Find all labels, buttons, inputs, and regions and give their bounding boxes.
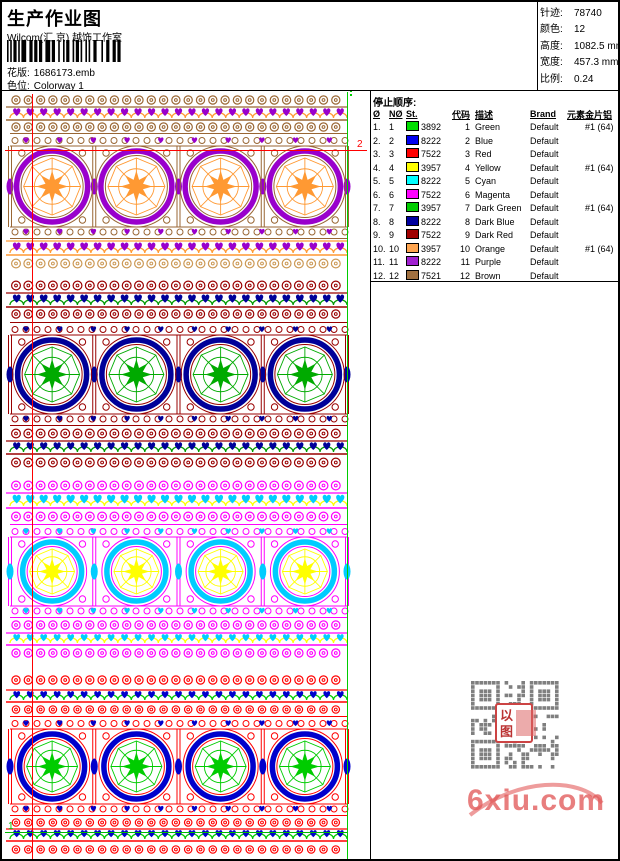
column-header: 描述: [475, 109, 494, 120]
color-row: 7. 7 3957 7 Dark Green Default #1 (64): [373, 202, 614, 213]
color-table-body: 1. 1 3892 1 Green Default #1 (64) 2. 2 8222 2 Blue D…: [373, 121, 618, 283]
color-row: 8. 8 8222 8 Dark Blue Default: [373, 215, 559, 227]
color-swatch: [406, 148, 419, 158]
color-row: 5. 5 8222 5 Cyan Default: [373, 175, 559, 186]
colorway-value: Colorway 1: [33, 81, 84, 92]
color-row: 3. 3 7522 3 Red Default: [373, 148, 559, 159]
color-row: 4. 4 3957 4 Yellow Default #1 (64): [373, 161, 614, 173]
stop-sequence-title: 停止顺序:: [373, 98, 417, 109]
color-row: 6. 6 7522 6 Magenta Default: [373, 188, 559, 200]
color-row: 10. 10 3957 10 Orange Default #1 (64): [373, 242, 614, 254]
color-swatch: [406, 134, 419, 145]
pattern-file-value: 1686173.emb: [33, 68, 95, 79]
svg-text:1: 1: [8, 821, 14, 832]
color-swatch: [406, 121, 419, 131]
company-name: Wilcom(汇 京) 越饰工作室: [7, 33, 122, 44]
svg-text:2: 2: [357, 139, 363, 150]
watermark-text: 6xiu.com: [467, 784, 606, 817]
color-row: 9. 9 7522 9 Dark Red Default: [373, 229, 559, 240]
color-swatch: [406, 188, 419, 199]
color-row: 12. 12 7521 12 Brown Default: [373, 269, 559, 281]
color-swatch: [406, 229, 419, 239]
design-table-divider: [370, 90, 371, 859]
page-title: 生产作业图: [7, 9, 102, 29]
column-header: Brand: [530, 109, 557, 119]
qr-code-svg: 以图: [471, 681, 559, 769]
column-header: 元素: [567, 109, 585, 120]
color-swatch: [406, 256, 419, 266]
color-swatch: [406, 215, 419, 226]
color-swatch: [406, 242, 419, 253]
header-stats-divider: [537, 2, 538, 90]
column-header: 代码: [451, 109, 470, 120]
column-header: NØ: [389, 109, 403, 119]
stat-row: 比例: 0.24: [540, 73, 594, 85]
color-swatch: [406, 269, 419, 280]
column-header: Ø: [373, 109, 381, 119]
barcode-svg: [7, 40, 121, 62]
pattern-file-label: 花版:: [7, 68, 30, 79]
color-row: 2. 2 8222 2 Blue Default: [373, 134, 559, 146]
color-swatch: [406, 175, 419, 185]
color-swatch: [406, 161, 419, 172]
header-stats: 针迹: 78740 颜色: 12 高度: 1082.5 mm 宽度: 457.3 mm 比例: 0…: [540, 6, 620, 88]
color-table-header-row: Ø NØ St. 代码 描述 Brand 元素 金片铝: [373, 107, 618, 121]
stat-row: 针迹: 78740: [540, 8, 602, 19]
column-header: St.: [406, 109, 418, 119]
stat-row: 高度: 1082.5 mm: [540, 40, 620, 52]
color-table: Ø NØ St. 代码 描述 Brand 元素 金片铝 1. 1 3892 1 Green Defaul…: [373, 107, 618, 283]
svg-text:图: 图: [500, 724, 513, 739]
header-divider: [2, 90, 618, 91]
colorway-label: 色位:: [7, 81, 30, 92]
color-swatch: [406, 202, 419, 212]
pattern-file-row: 花版: 1686173.emb: [7, 64, 95, 79]
column-header: 金片铝: [585, 109, 613, 120]
stat-row: 颜色: 12: [540, 24, 586, 36]
color-row: 11. 11 8222 11 Purple Default: [373, 256, 559, 267]
svg-text:以: 以: [500, 708, 513, 723]
color-row: 1. 1 3892 1 Green Default #1 (64): [373, 121, 614, 132]
colorway-row: 色位: Colorway 1: [7, 77, 84, 92]
stat-row: 宽度: 457.3 mm: [540, 57, 619, 69]
table-bottom-divider: [370, 281, 618, 282]
